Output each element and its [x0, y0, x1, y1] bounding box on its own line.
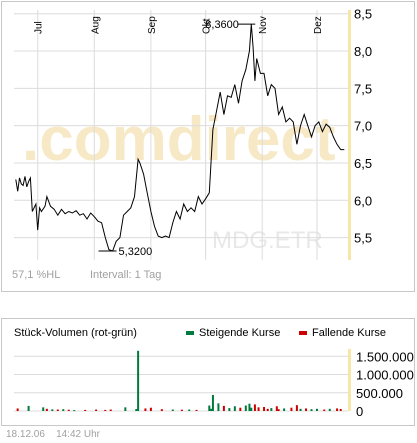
volume-y-tick-label: 500.000 [356, 386, 403, 401]
volume-title: Stück-Volumen (rot-grün) [14, 327, 137, 339]
volume-bar [149, 407, 152, 411]
volume-bar [137, 350, 140, 411]
volume-bar [188, 409, 191, 411]
hl-stat: 57,1 %HL [12, 269, 61, 281]
volume-bar [248, 403, 251, 411]
legend-up: Steigende Kurse [186, 327, 280, 339]
annotation-high: 8,3600 [205, 19, 239, 31]
x-tick-label: Nov [258, 16, 269, 34]
volume-bar [257, 407, 260, 411]
volume-y-tick-label: 1.000.000 [356, 368, 414, 383]
legend-up-swatch [186, 331, 194, 335]
volume-bar [323, 409, 326, 411]
volume-bar [299, 408, 302, 411]
price-chart: .comdirect MDG.ETR 8,5 8,0 7,5 7,0 6,5 6,0 5,5 Ju… [14, 7, 372, 260]
volume-bar [208, 405, 211, 411]
volume-bar [56, 409, 59, 411]
volume-bar [62, 409, 65, 411]
volume-bar [16, 408, 19, 411]
volume-bar [310, 409, 313, 411]
volume-bar [195, 409, 198, 411]
volume-y-tick-label: 1.500.000 [356, 349, 414, 364]
interval-stat: Intervall: 1 Tag [90, 269, 162, 281]
x-tick-label: Aug [90, 16, 101, 34]
volume-bar [160, 409, 163, 411]
volume-chart-panel: Stück-Volumen (rot-grün) Steigende Kurse… [1, 318, 415, 426]
volume-bar [290, 407, 293, 411]
y-tick-label: 7,0 [354, 119, 372, 134]
y-tick-label: 8,5 [354, 7, 372, 22]
volume-bar [210, 408, 213, 411]
volume-bar [328, 408, 331, 411]
legend-down: Fallende Kurse [299, 327, 386, 339]
volume-bar [84, 409, 87, 411]
watermark-ticker: MDG.ETR [212, 227, 323, 254]
volume-bar [109, 409, 112, 411]
volume-bar [250, 407, 253, 411]
volume-y-tick-label: 0 [356, 404, 363, 419]
volume-bar [211, 394, 214, 411]
watermark-logo: .comdirect [22, 105, 336, 174]
volume-chart: 1.500.000 1.000.000 500.000 0 [14, 349, 414, 419]
footer-time: 14:42 Uhr [56, 429, 100, 440]
annotation-low: 5,3200 [119, 246, 153, 258]
volume-bar [228, 408, 231, 411]
volume-bar [277, 409, 280, 411]
y-tick-label: 7,5 [354, 81, 372, 96]
volume-bar [67, 409, 70, 411]
x-tick-label: Sep [147, 16, 158, 34]
y-tick-label: 8,0 [354, 44, 372, 59]
volume-axis-bar [348, 349, 351, 411]
y-tick-label: 6,0 [354, 193, 372, 208]
volume-bar [270, 408, 273, 411]
volume-bar [95, 409, 98, 411]
x-tick-label: Dez [313, 16, 324, 34]
volume-bar [339, 408, 342, 411]
volume-bar [263, 406, 266, 411]
timestamp: 18.12.06 14:42 Uhr [6, 429, 100, 440]
x-tick-label: Jul [34, 21, 45, 34]
volume-bar [27, 405, 30, 411]
legend-down-label: Fallende Kurse [312, 327, 386, 339]
volume-bar [266, 408, 269, 411]
volume-bar [217, 403, 220, 411]
x-tick-label: Okt [202, 18, 213, 34]
volume-bar [180, 409, 183, 411]
volume-bar [233, 406, 236, 411]
volume-bar [104, 409, 107, 411]
volume-bar [73, 410, 76, 412]
volume-bar [51, 409, 54, 411]
volume-bar [336, 408, 339, 411]
volume-bar [315, 408, 318, 411]
volume-bar [275, 406, 278, 411]
volume-bar [171, 409, 174, 411]
volume-bar [244, 405, 247, 411]
legend-down-swatch [299, 331, 307, 335]
volume-bar [42, 407, 45, 411]
volume-bar [295, 405, 298, 411]
volume-bar [305, 408, 308, 411]
volume-bar [124, 407, 127, 411]
volume-bar [239, 407, 242, 411]
y-tick-label: 5,5 [354, 231, 372, 246]
footer-date: 18.12.06 [6, 429, 45, 440]
price-chart-panel: .comdirect MDG.ETR 8,5 8,0 7,5 7,0 6,5 6,0 5,5 Ju… [1, 1, 415, 292]
volume-bar [222, 405, 225, 411]
volume-bar [135, 408, 138, 411]
volume-bar [253, 404, 256, 411]
volume-bar [45, 408, 48, 411]
price-line [15, 24, 345, 252]
volume-bar [283, 408, 286, 411]
volume-bar [144, 408, 147, 411]
legend-up-label: Steigende Kurse [199, 327, 281, 339]
y-tick-label: 6,5 [354, 156, 372, 171]
axis-bar [348, 10, 351, 260]
